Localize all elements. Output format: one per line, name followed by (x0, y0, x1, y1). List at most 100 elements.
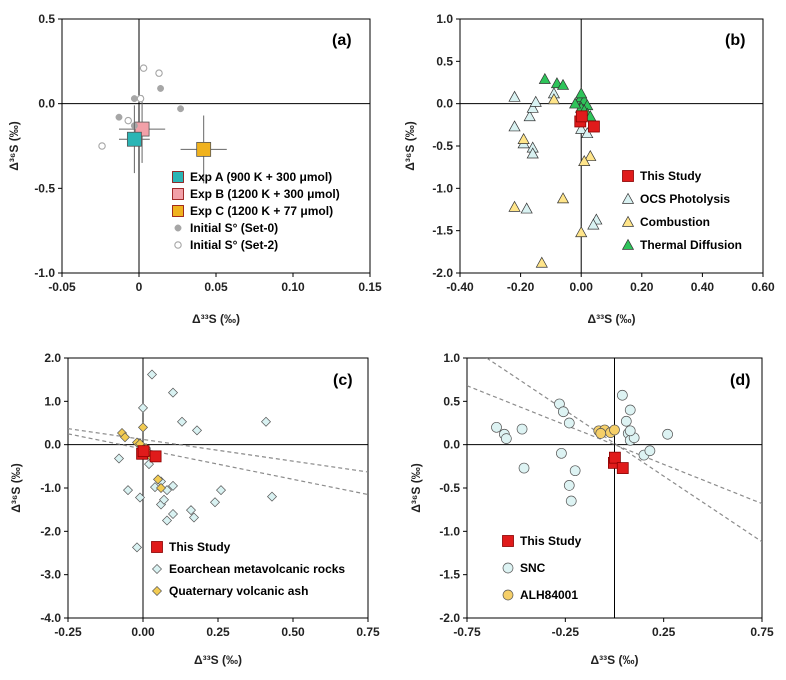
panel-b-region: -0.40 -0.20 0.00 0.20 0.40 0.60 1.0 0.5 0.0 -0.5 -… (403, 12, 775, 326)
data-point (132, 542, 142, 553)
legend-marker (502, 562, 514, 574)
panel-label: (a) (332, 32, 352, 49)
x-tick-label: 0.20 (630, 280, 654, 294)
data-point (578, 155, 591, 166)
data-point (192, 425, 202, 436)
panel-d-region: -0.75 -0.25 0.25 0.75 1.0 0.5 0.0 -0.5 -1.0 -1.5 -… (409, 351, 774, 667)
x-tick-label: -0.05 (48, 280, 76, 294)
data-point (558, 406, 569, 418)
y-tick-label: -1.5 (432, 224, 453, 238)
data-point (595, 428, 607, 439)
y-tick-label: 0.0 (436, 97, 453, 111)
data-point (508, 90, 521, 102)
panel-label: (d) (730, 372, 750, 389)
data-point (508, 120, 521, 132)
y-tick-label: -1.0 (432, 181, 453, 195)
data-point (136, 94, 145, 103)
data-point (162, 515, 172, 526)
reference-line (68, 433, 368, 496)
panel-c-region: -0.25 0.00 0.25 0.50 0.75 2.0 1.0 0.0 -1.0 -2.0 -3… (9, 351, 380, 667)
data-point (575, 87, 588, 99)
data-point (153, 474, 163, 485)
data-point (569, 97, 582, 109)
data-point (149, 450, 162, 463)
legend-marker (152, 564, 162, 574)
data-point (617, 389, 628, 401)
data-point (538, 72, 551, 84)
data-point (535, 256, 548, 268)
data-point (120, 432, 130, 443)
legend-label: Eoarchean metavolcanic rocks (169, 562, 345, 576)
legend-label: Exp A (900 K + 300 μmol) (190, 170, 332, 184)
data-point (520, 202, 533, 214)
x-tick-label: 0.50 (281, 625, 305, 639)
plot-area (467, 358, 762, 543)
y-tick-label: -2.0 (432, 266, 453, 280)
reference-line (68, 428, 368, 473)
x-tick-label: 0.40 (691, 280, 715, 294)
legend-marker (502, 535, 514, 547)
x-tick-label: 0.75 (356, 625, 380, 639)
data-point (587, 218, 600, 230)
x-axis-label: Δ³³S (‰) (588, 312, 636, 326)
x-tick-label: 0.00 (570, 280, 594, 294)
data-point (609, 424, 620, 436)
x-axis-label: Δ³³S (‰) (194, 653, 242, 667)
data-point (584, 149, 597, 161)
reference-line (467, 385, 762, 505)
y-axis-label: Δ³⁶S (‰) (403, 121, 417, 170)
legend-label: This Study (640, 169, 702, 183)
data-point (114, 453, 124, 464)
legend-label: ALH84001 (520, 588, 578, 602)
panel-label: (c) (333, 372, 353, 389)
data-point (124, 116, 132, 125)
data-point (150, 482, 160, 493)
x-tick-label: 0 (136, 280, 143, 294)
y-tick-label: 0.0 (443, 438, 460, 452)
x-tick-label: 0.25 (206, 625, 230, 639)
data-point (624, 425, 636, 437)
y-tick-label: -1.0 (439, 524, 460, 538)
data-point (186, 505, 196, 516)
x-tick-label: 0.05 (204, 280, 228, 294)
data-point (157, 84, 165, 92)
data-point (267, 491, 277, 502)
plot-area (508, 72, 603, 268)
legend-marker (622, 170, 634, 182)
data-point (516, 423, 528, 435)
x-tick-label: 0.15 (358, 280, 382, 294)
data-point (529, 95, 542, 107)
data-point (168, 509, 178, 519)
y-tick-label: 0.5 (38, 12, 55, 26)
data-point (575, 110, 588, 123)
data-point (608, 451, 621, 464)
data-point (491, 421, 502, 433)
legend-marker (172, 171, 184, 183)
data-point (261, 416, 271, 427)
legend-label: Exp B (1200 K + 300 μmol) (190, 187, 340, 201)
y-tick-label: -4.0 (40, 611, 61, 625)
y-tick-label: -2.0 (40, 524, 61, 538)
y-tick-label: -1.0 (34, 266, 55, 280)
y-tick-label: -1.5 (439, 568, 460, 582)
data-point (115, 113, 123, 121)
x-tick-label: 0.75 (750, 625, 774, 639)
data-point (518, 462, 530, 474)
data-point (581, 127, 594, 139)
data-point (526, 147, 539, 159)
data-point (565, 495, 577, 507)
x-tick-label: -0.75 (453, 625, 481, 639)
legend-label: Initial S° (Set-0) (190, 221, 278, 235)
data-point (620, 415, 632, 427)
data-point (216, 485, 226, 496)
y-tick-label: 1.0 (44, 394, 61, 408)
panel-label: (b) (725, 32, 745, 49)
data-point (155, 69, 163, 77)
plot-frame (67, 357, 369, 619)
data-point (556, 192, 570, 204)
data-point (147, 369, 157, 380)
data-point (556, 447, 567, 459)
y-tick-label: -1.0 (40, 481, 61, 495)
data-point (126, 131, 142, 147)
